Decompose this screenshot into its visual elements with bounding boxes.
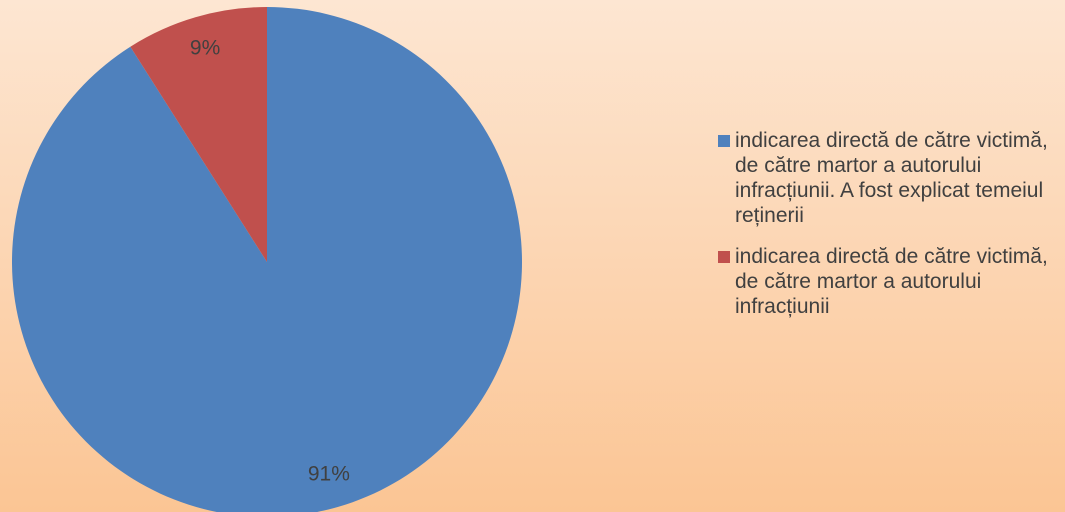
- legend-item: indicarea directă de către victimă, de c…: [718, 128, 1053, 228]
- legend: indicarea directă de către victimă, de c…: [718, 128, 1053, 335]
- pie-slice: [12, 7, 522, 512]
- data-label: 91%: [308, 463, 350, 486]
- legend-swatch: [718, 251, 730, 263]
- pie-slice: [130, 7, 267, 262]
- legend-item: indicarea directă de către victimă, de c…: [718, 244, 1053, 319]
- legend-label: indicarea directă de către victimă, de c…: [735, 129, 1048, 227]
- legend-label: indicarea directă de către victimă, de c…: [735, 245, 1048, 318]
- legend-swatch: [718, 135, 730, 147]
- data-label: 9%: [190, 37, 220, 60]
